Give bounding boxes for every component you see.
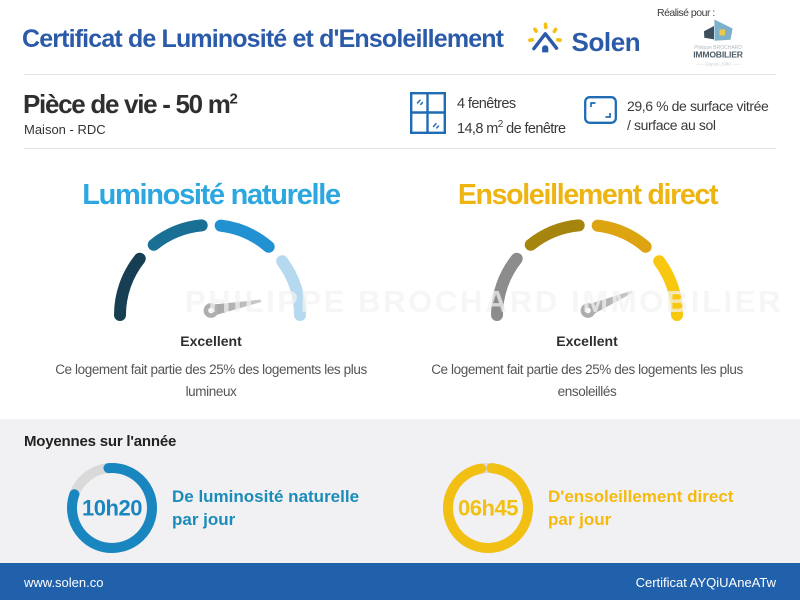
svg-text:10h20: 10h20 <box>82 496 142 521</box>
svg-text:06h45: 06h45 <box>458 496 518 521</box>
svg-text:Philippe BROCHARD: Philippe BROCHARD <box>694 45 742 51</box>
svg-text:—— Depuis 1990 ——: —— Depuis 1990 —— <box>694 62 741 67</box>
svg-text:IMMOBILIER: IMMOBILIER <box>693 50 744 60</box>
svg-text:Solen: Solen <box>572 27 641 57</box>
